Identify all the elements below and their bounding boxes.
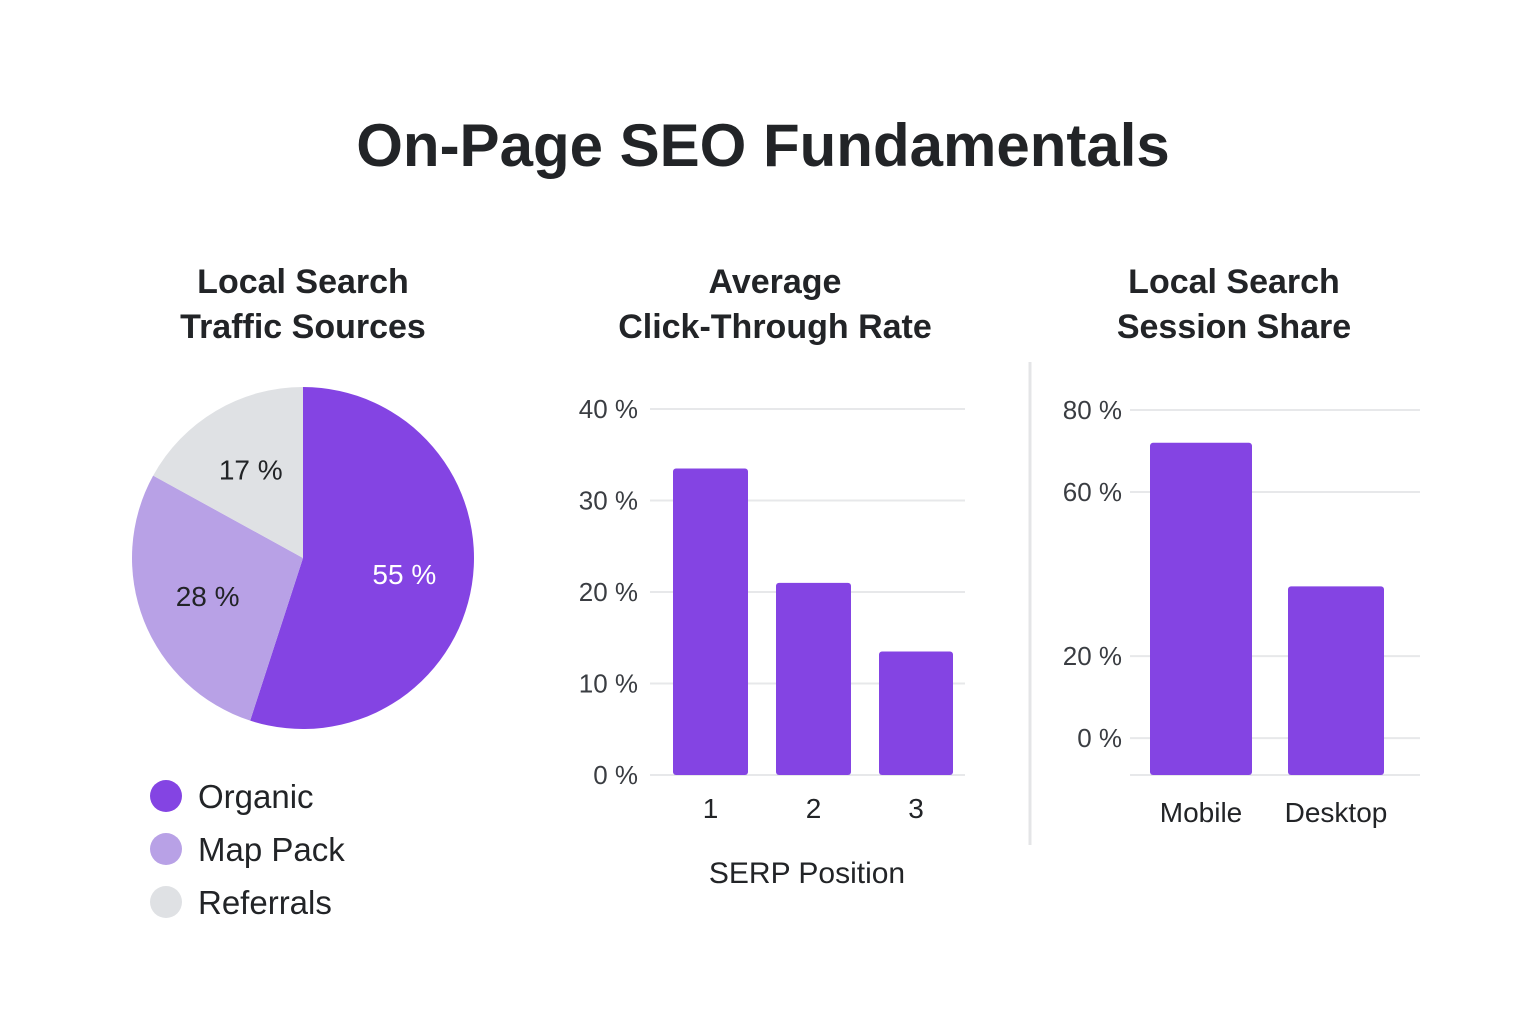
ctr-x-tick-label: 1 [703,793,719,824]
pie-chart-title-line-1: Local Search [197,263,409,301]
pie-slice-organic [250,387,474,729]
session-bar-mobile [1150,442,1252,775]
session-bar-chart: 0 % 20 % 60 % 80 % Mobile Desktop [1063,395,1420,828]
ctr-bar-3 [879,651,953,775]
click-through-rate-panel: Average Click-Through Rate 0 % 10 % 20 % 30… [579,263,965,890]
legend-swatch-organic [150,780,182,812]
ctr-chart-title-line-2: Click-Through Rate [618,308,932,346]
session-y-tick-label: 80 % [1063,395,1122,425]
ctr-y-tick-label: 0 % [593,760,638,790]
ctr-y-tick-label: 40 % [579,394,638,424]
session-x-tick-label: Desktop [1285,797,1388,828]
session-chart-title-line-1: Local Search [1128,263,1340,301]
pie-slice-referrals [153,387,303,558]
legend-label-referrals: Referrals [198,884,332,921]
ctr-x-tick-label: 3 [908,793,924,824]
ctr-x-tick-label: 2 [806,793,822,824]
pie-chart: 55 % 28 % 17 % [132,387,474,729]
legend-label-organic: Organic [198,778,314,815]
ctr-chart-title-line-1: Average [709,263,842,301]
session-x-tick-label: Mobile [1160,797,1242,828]
legend-swatch-referrals [150,886,182,918]
pie-slice-label-organic: 55 % [372,559,436,590]
pie-slice-map-pack [132,475,303,721]
legend-label-map-pack: Map Pack [198,831,345,868]
session-bar-desktop [1288,586,1384,775]
ctr-y-tick-label: 20 % [579,577,638,607]
pie-chart-title-line-2: Traffic Sources [180,308,426,346]
pie-slice-label-map-pack: 28 % [176,581,240,612]
ctr-bar-2 [776,582,851,775]
pie-legend: Organic Map Pack Referrals [150,778,345,921]
session-y-tick-label: 0 % [1077,723,1122,753]
ctr-bar-1 [673,468,748,775]
legend-swatch-map-pack [150,833,182,865]
pie-slice-label-referrals: 17 % [219,455,283,486]
ctr-y-tick-label: 30 % [579,486,638,516]
session-y-tick-label: 20 % [1063,641,1122,671]
traffic-sources-panel: Local Search Traffic Sources 55 % 28 % 17 … [132,263,474,921]
ctr-y-tick-label: 10 % [579,669,638,699]
ctr-bar-chart: 0 % 10 % 20 % 30 % 40 % 1 2 3 [579,394,965,824]
ctr-x-axis-title: SERP Position [709,857,905,890]
page-title: On-Page SEO Fundamentals [356,112,1170,179]
session-chart-title-line-2: Session Share [1117,308,1351,346]
session-y-tick-label: 60 % [1063,477,1122,507]
session-share-panel: Local Search Session Share 0 % 20 % 60 % 80… [1063,263,1420,828]
